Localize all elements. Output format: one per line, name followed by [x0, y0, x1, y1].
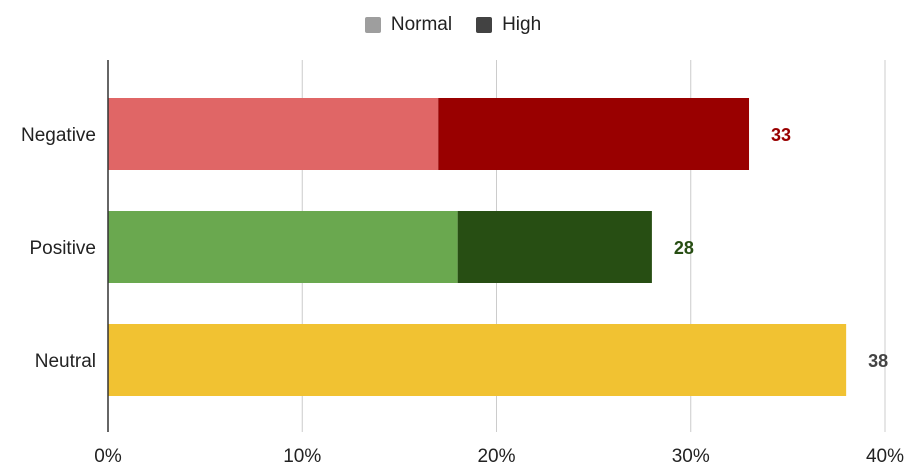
bar-negative-high — [438, 98, 750, 170]
legend-label-normal: Normal — [390, 14, 453, 35]
data-label: 38 — [868, 351, 888, 371]
bar-negative-normal — [108, 98, 439, 170]
x-tick-label: 30% — [672, 446, 710, 467]
legend-swatch-high — [476, 17, 493, 33]
legend-item-normal[interactable]: Normal — [364, 14, 453, 36]
bar-neutral-normal — [108, 324, 847, 396]
legend: Normal High — [0, 10, 906, 40]
x-tick-label: 10% — [283, 446, 321, 467]
legend-item-high[interactable]: High — [476, 14, 541, 36]
bar-positive-normal — [108, 211, 458, 283]
category-label: Positive — [29, 238, 96, 259]
data-label: 33 — [771, 125, 791, 145]
legend-swatch-normal — [364, 17, 381, 33]
legend-label-high: High — [502, 14, 542, 35]
category-label: Neutral — [35, 351, 96, 372]
x-tick-label: 0% — [94, 446, 122, 467]
bar-positive-high — [457, 211, 652, 283]
x-tick-label: 40% — [866, 446, 904, 467]
category-label: Negative — [21, 125, 96, 146]
data-label: 28 — [674, 238, 694, 258]
x-tick-label: 20% — [477, 446, 515, 467]
